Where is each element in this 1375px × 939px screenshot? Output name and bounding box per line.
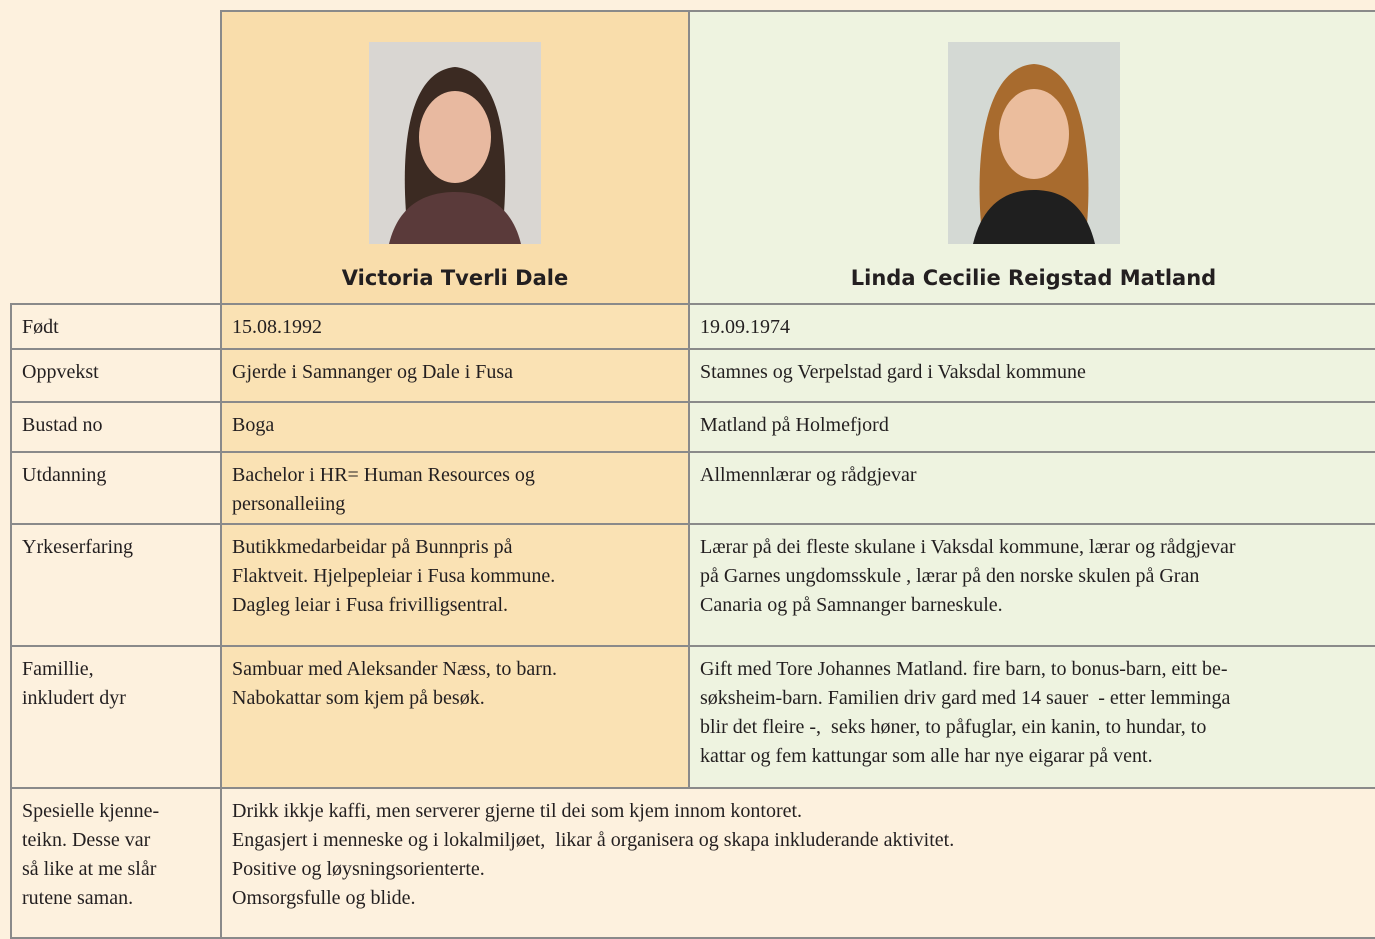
text-line: Nabokattar som kjem på besøk. <box>232 687 485 709</box>
text-line: Famillie, <box>22 658 94 680</box>
row-label: Famillie, inkludert dyr <box>10 645 222 789</box>
text-line: på Garnes ungdomsskule , lærar på den no… <box>700 565 1200 587</box>
profile-table: Victoria Tverli Dale Linda Cecilie Reigs… <box>10 10 1375 939</box>
text-line: 15.08.1992 <box>232 316 322 338</box>
photo <box>369 42 541 244</box>
shared-cell: Drikk ikkje kaffi, men serverer gjerne t… <box>220 787 1375 939</box>
empty-corner <box>11 11 221 304</box>
table-row: Oppvekst Gjerde i Samnanger og Dale i Fus… <box>10 348 1375 403</box>
text-line: Omsorgsfulle og blide. <box>232 887 416 909</box>
text-line: rutene saman. <box>22 887 134 909</box>
row-label: Spesielle kjenne-teikn. Desse var så like… <box>10 787 222 939</box>
text-line: Bachelor i HR= Human Resources og <box>232 464 535 486</box>
text-line: Sambuar med Aleksander Næss, to barn. <box>232 658 557 680</box>
cell: Bachelor i HR= Human Resources og persona… <box>220 451 690 525</box>
cell: Stamnes og Verpelstad gard i Vaksdal kom… <box>688 348 1375 403</box>
person-header: Victoria Tverli Dale <box>220 10 690 305</box>
row-label: Utdanning <box>10 451 222 525</box>
text-line: Spesielle kjenne- <box>22 800 160 822</box>
table-row: Utdanning Bachelor i HR= Human Resources … <box>10 451 1375 525</box>
photo <box>947 42 1120 244</box>
row-label: Født <box>10 303 222 350</box>
cell: Matland på Holmefjord <box>688 401 1375 453</box>
text-line: så like at me slår <box>22 858 157 880</box>
cell: Sambuar med Aleksander Næss, to barn. Nab… <box>220 645 690 789</box>
cell: Butikkmedarbeidar på Bunnpris på Flaktvei… <box>220 523 690 647</box>
text-line: personalleiing <box>232 493 346 515</box>
cell: Lærar på dei fleste skulane i Vaksdal ko… <box>688 523 1375 647</box>
text-line: teikn. Desse var <box>22 829 151 851</box>
text-line: Positive og løysningsorienterte. <box>232 858 485 880</box>
table-row: Født 15.08.1992 19.09.1974 <box>10 303 1375 350</box>
text-line: Gjerde i Samnanger og Dale i Fusa <box>232 361 514 383</box>
text-line: Matland på Holmefjord <box>700 414 889 436</box>
table-row: Famillie, inkludert dyr Sambuar med Aleksa… <box>10 645 1375 789</box>
text-line: Allmennlærar og rådgjevar <box>700 464 917 486</box>
text-line: Dagleg leiar i Fusa frivilligsentral. <box>232 594 509 616</box>
text-line: Yrkeserfaring <box>22 536 134 558</box>
text-line: Lærar på dei fleste skulane i Vaksdal ko… <box>700 536 1236 558</box>
person-name: Linda Cecilie Reigstad Matland <box>850 266 1217 290</box>
table-row: Yrkeserfaring Butikkmedarbeidar på Bunnpr… <box>10 523 1375 647</box>
text-line: inkludert dyr <box>22 687 126 709</box>
text-line: Oppvekst <box>22 361 99 383</box>
text-line: Stamnes og Verpelstad gard i Vaksdal kom… <box>700 361 1086 383</box>
text-line: Canaria og på Samnanger barneskule. <box>700 594 1003 616</box>
text-line: Boga <box>232 414 275 436</box>
text-line: kattar og fem kattungar som alle har nye… <box>700 745 1153 767</box>
table-row: Bustad no Boga Matland på Holmefjord <box>10 401 1375 453</box>
text-line: Flaktveit. Hjelpepleiar i Fusa kommune. <box>232 565 556 587</box>
cell: Gift med Tore Johannes Matland. fire bar… <box>688 645 1375 789</box>
row-label: Oppvekst <box>10 348 222 403</box>
shared-row: Spesielle kjenne-teikn. Desse var så like… <box>10 787 1375 939</box>
cell: 19.09.1974 <box>688 303 1375 350</box>
text-line: søksheim-barn. Familien driv gard med 14… <box>700 687 1231 709</box>
cell: 15.08.1992 <box>220 303 690 350</box>
text-line: 19.09.1974 <box>700 316 790 338</box>
cell: Gjerde i Samnanger og Dale i Fusa <box>220 348 690 403</box>
row-label: Yrkeserfaring <box>10 523 222 647</box>
person-header: Linda Cecilie Reigstad Matland <box>688 10 1375 305</box>
text-line: Utdanning <box>22 464 107 486</box>
cell: Boga <box>220 401 690 453</box>
cell: Allmennlærar og rådgjevar <box>688 451 1375 525</box>
person-name: Victoria Tverli Dale <box>341 266 569 290</box>
row-label: Bustad no <box>10 401 222 453</box>
text-line: Drikk ikkje kaffi, men serverer gjerne t… <box>232 800 803 822</box>
text-line: blir det fleire -, seks høner, to påfugl… <box>700 716 1207 738</box>
header-row: Victoria Tverli Dale Linda Cecilie Reigs… <box>11 10 1375 305</box>
text-line: Gift med Tore Johannes Matland. fire bar… <box>700 658 1228 680</box>
text-line: Bustad no <box>22 414 103 436</box>
text-line: Født <box>22 316 59 338</box>
text-line: Engasjert i menneske og i lokalmiljøet, … <box>232 829 955 851</box>
text-line: Butikkmedarbeidar på Bunnpris på <box>232 536 513 558</box>
